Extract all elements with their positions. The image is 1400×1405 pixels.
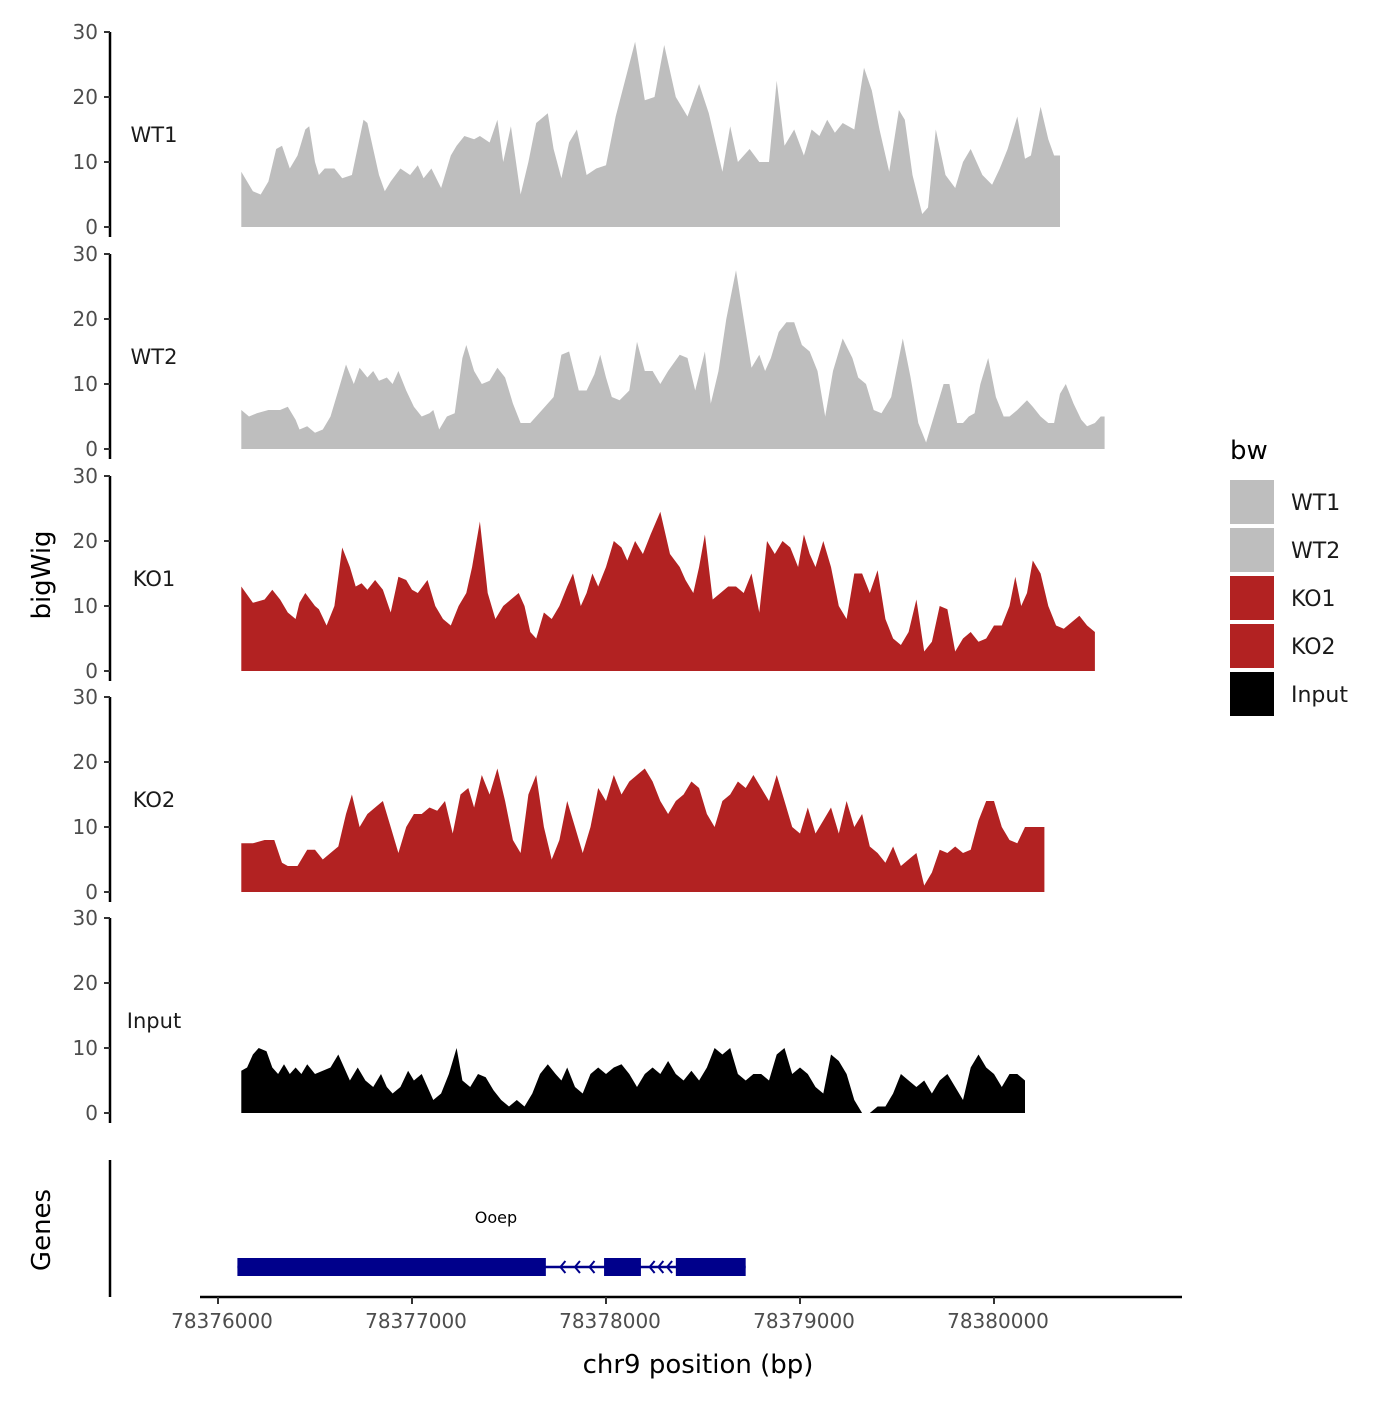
y-tick-label: 30 [73, 906, 98, 930]
y-tick-label: 10 [73, 1036, 98, 1060]
track-ko2: 0 10 20 30 KO2 [73, 685, 1045, 904]
y-tick-label: 10 [73, 150, 98, 174]
track-label-ko1: KO1 [133, 567, 176, 591]
track-input: 0 10 20 30 Input [73, 906, 1026, 1125]
legend-swatch-wt2 [1230, 528, 1274, 572]
y-tick-label: 0 [85, 659, 98, 683]
legend-label-wt1: WT1 [1291, 491, 1340, 516]
gene-ooep: Ooep [237, 1208, 746, 1276]
legend-label-input: Input [1291, 683, 1348, 708]
gene-exon [675, 1258, 746, 1276]
genes-axis-title: Genes [27, 1189, 57, 1271]
x-tick-label: 78377000 [365, 1309, 467, 1333]
y-tick-label: 30 [73, 685, 98, 709]
x-axis-title: chr9 position (bp) [583, 1350, 814, 1380]
y-tick-label: 0 [85, 1101, 98, 1125]
y-tick-label: 30 [73, 20, 98, 44]
strand-arrow-icon [573, 1260, 581, 1274]
area-series-wt2 [241, 270, 1105, 449]
track-wt1: 0 10 20 30 WT1 [73, 20, 1061, 239]
track-wt2: 0 10 20 30 WT2 [73, 242, 1105, 461]
y-tick-label: 30 [73, 242, 98, 266]
y-tick-label: 20 [73, 307, 98, 331]
gene-panel: Ooep [108, 1160, 746, 1297]
gene-exon [604, 1258, 641, 1276]
x-tick-label: 78379000 [753, 1309, 855, 1333]
legend-title: bw [1230, 436, 1268, 466]
y-tick-label: 20 [73, 971, 98, 995]
area-series-wt1 [241, 41, 1061, 227]
y-tick-label: 10 [73, 815, 98, 839]
y-tick-label: 20 [73, 750, 98, 774]
y-tick-label: 30 [73, 464, 98, 488]
y-tick-label: 20 [73, 85, 98, 109]
y-tick-label: 20 [73, 529, 98, 553]
y-tick-label: 0 [85, 437, 98, 461]
legend: bw WT1 WT2 KO1 KO2 Input [1230, 436, 1348, 719]
legend-label-wt2: WT2 [1291, 539, 1340, 564]
area-series-input [241, 1048, 1026, 1113]
y-axis-title: bigWig [27, 530, 57, 619]
track-label-wt1: WT1 [131, 123, 178, 147]
track-label-input: Input [127, 1009, 181, 1033]
gene-exon [237, 1258, 546, 1276]
y-tick-label: 10 [73, 372, 98, 396]
legend-label-ko2: KO2 [1291, 635, 1336, 660]
strand-arrow-icon [588, 1260, 596, 1274]
gene-name-label: Ooep [475, 1208, 517, 1227]
strand-arrow-icon [665, 1260, 673, 1274]
x-axis: 78376000 78377000 78378000 78379000 78380000 [171, 1295, 1182, 1333]
legend-swatch-ko2 [1230, 624, 1274, 668]
track-label-ko2: KO2 [133, 788, 176, 812]
strand-arrow-icon [559, 1260, 567, 1274]
area-series-ko2 [241, 768, 1045, 892]
area-series-ko1 [241, 511, 1095, 671]
strand-arrow-icon [648, 1260, 656, 1274]
y-tick-label: 10 [73, 594, 98, 618]
track-ko1: 0 10 20 30 KO1 [73, 464, 1095, 683]
y-tick-label: 0 [85, 215, 98, 239]
tracks-layer: 0 10 20 30 WT1 0 10 20 30 WT2 0 10 20 30 KO1 0 10 20 30 KO2… [73, 20, 1105, 1125]
legend-swatch-ko1 [1230, 576, 1274, 620]
x-tick-label: 78376000 [171, 1309, 273, 1333]
x-tick-label: 78380000 [947, 1309, 1049, 1333]
strand-arrow-icon [657, 1260, 665, 1274]
x-tick-label: 78378000 [559, 1309, 661, 1333]
legend-label-ko1: KO1 [1291, 587, 1336, 612]
legend-swatch-input [1230, 672, 1274, 716]
legend-swatch-wt1 [1230, 480, 1274, 524]
track-label-wt2: WT2 [131, 345, 178, 369]
y-tick-label: 0 [85, 880, 98, 904]
